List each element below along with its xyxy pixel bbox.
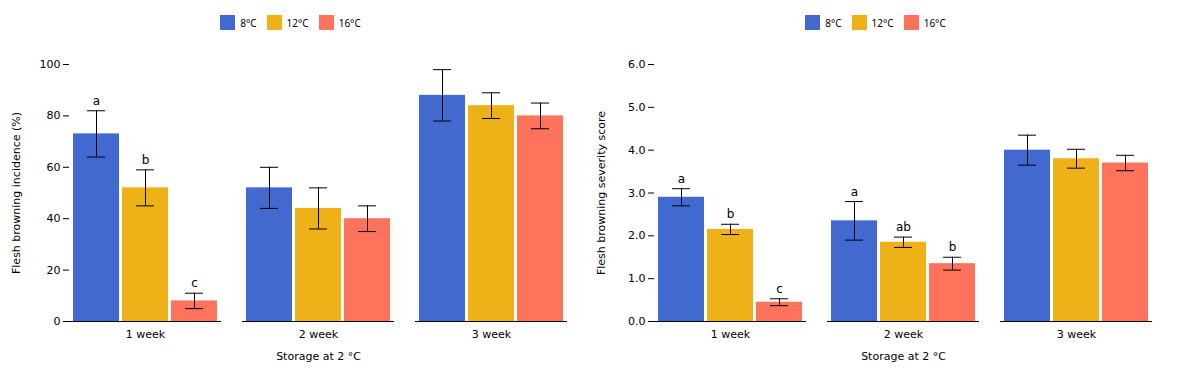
svg-text:60: 60 (47, 161, 61, 174)
svg-text:Storage at 2 °C: Storage at 2 °C (276, 350, 361, 363)
svg-text:1 week: 1 week (126, 328, 166, 341)
html-text:16°C: 16°C (338, 15, 361, 30)
svg-text:Flesh browning incidence (%): Flesh browning incidence (%) (10, 112, 23, 274)
html-text:8°C: 8°C (825, 15, 842, 30)
html-text:12°C: 12°C (871, 15, 894, 30)
svg-text:100: 100 (40, 58, 61, 71)
svg-text:a: a (851, 185, 858, 199)
html-text:12°C: 12°C (286, 15, 309, 30)
html-text:16°C: 16°C (923, 15, 946, 30)
svg-text:40: 40 (47, 212, 61, 225)
svg-text:a: a (678, 172, 685, 186)
svg-text:80: 80 (47, 109, 61, 122)
svg-text:1.0: 1.0 (628, 272, 646, 285)
svg-text:ab: ab (896, 220, 911, 234)
svg-text:Flesh browning severity score: Flesh browning severity score (595, 111, 608, 275)
svg-text:b: b (949, 240, 957, 254)
svg-text:2.0: 2.0 (628, 229, 646, 242)
svg-text:b: b (727, 207, 735, 221)
svg-text:2 week: 2 week (299, 328, 339, 341)
svg-text:a: a (93, 94, 100, 108)
svg-text:0: 0 (54, 315, 61, 328)
svg-text:Storage at 2 °C: Storage at 2 °C (861, 350, 946, 363)
svg-text:20: 20 (47, 264, 61, 277)
svg-text:6.0: 6.0 (628, 58, 646, 71)
svg-text:c: c (191, 276, 198, 290)
svg-text:3 week: 3 week (1057, 328, 1097, 341)
svg-text:4.0: 4.0 (628, 144, 646, 157)
svg-text:c: c (776, 282, 783, 296)
svg-text:2 week: 2 week (884, 328, 924, 341)
svg-text:3.0: 3.0 (628, 187, 646, 200)
svg-text:3 week: 3 week (472, 328, 512, 341)
svg-text:1 week: 1 week (711, 328, 751, 341)
html-text:8°C: 8°C (240, 15, 257, 30)
svg-text:5.0: 5.0 (628, 101, 646, 114)
svg-text:0.0: 0.0 (628, 315, 646, 328)
svg-text:b: b (142, 153, 150, 167)
